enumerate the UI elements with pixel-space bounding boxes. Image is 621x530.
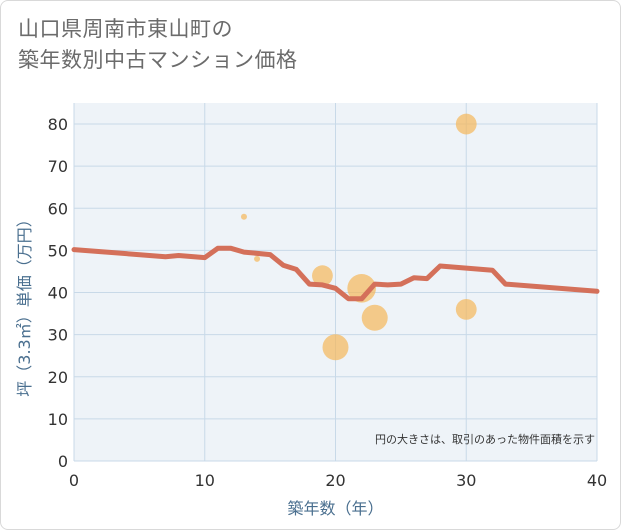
bubble-point: [361, 304, 388, 331]
bubble-size-note: 円の大きさは、取引のあった物件面積を示す: [375, 432, 595, 446]
y-tick-label: 70: [48, 157, 68, 176]
bubble-point: [312, 265, 333, 287]
bubble-series: [240, 113, 477, 361]
x-tick-label: 10: [195, 471, 215, 490]
y-tick-label: 10: [48, 410, 68, 429]
x-axis-ticks: 0 10 20 30 40: [69, 471, 607, 490]
average-line-series: [71, 245, 600, 302]
x-tick-label: 0: [69, 471, 79, 490]
bubble-point: [455, 298, 477, 320]
bubble-point: [322, 334, 349, 361]
bubble-point: [455, 113, 477, 135]
y-tick-label: 60: [48, 199, 68, 218]
grid-lines: [73, 103, 598, 462]
x-tick-label: 20: [325, 471, 345, 490]
bubble-point: [347, 274, 376, 303]
y-tick-label: 30: [48, 326, 68, 345]
y-tick-label: 20: [48, 368, 68, 387]
y-tick-label: 0: [58, 452, 68, 471]
y-tick-label: 50: [48, 241, 68, 260]
average-price-line: [71, 245, 600, 302]
x-tick-label: 30: [456, 471, 476, 490]
bubble-point: [254, 255, 261, 262]
x-tick-label: 40: [587, 471, 607, 490]
y-axis-label: 坪（3.3㎡）単価（万円）: [15, 211, 34, 396]
y-axis-ticks: 0 10 20 30 40 50 60 70 80: [48, 115, 68, 471]
x-axis-label: 築年数（年）: [287, 499, 383, 518]
chart-title-line-1: 山口県周南市東山町の: [18, 17, 233, 41]
bubble-point: [240, 213, 247, 220]
chart-title-line-2: 築年数別中古マンション価格: [18, 48, 298, 72]
y-tick-label: 40: [48, 284, 68, 303]
chart-title: 山口県周南市東山町の 築年数別中古マンション価格: [18, 14, 298, 76]
y-tick-label: 80: [48, 115, 68, 134]
